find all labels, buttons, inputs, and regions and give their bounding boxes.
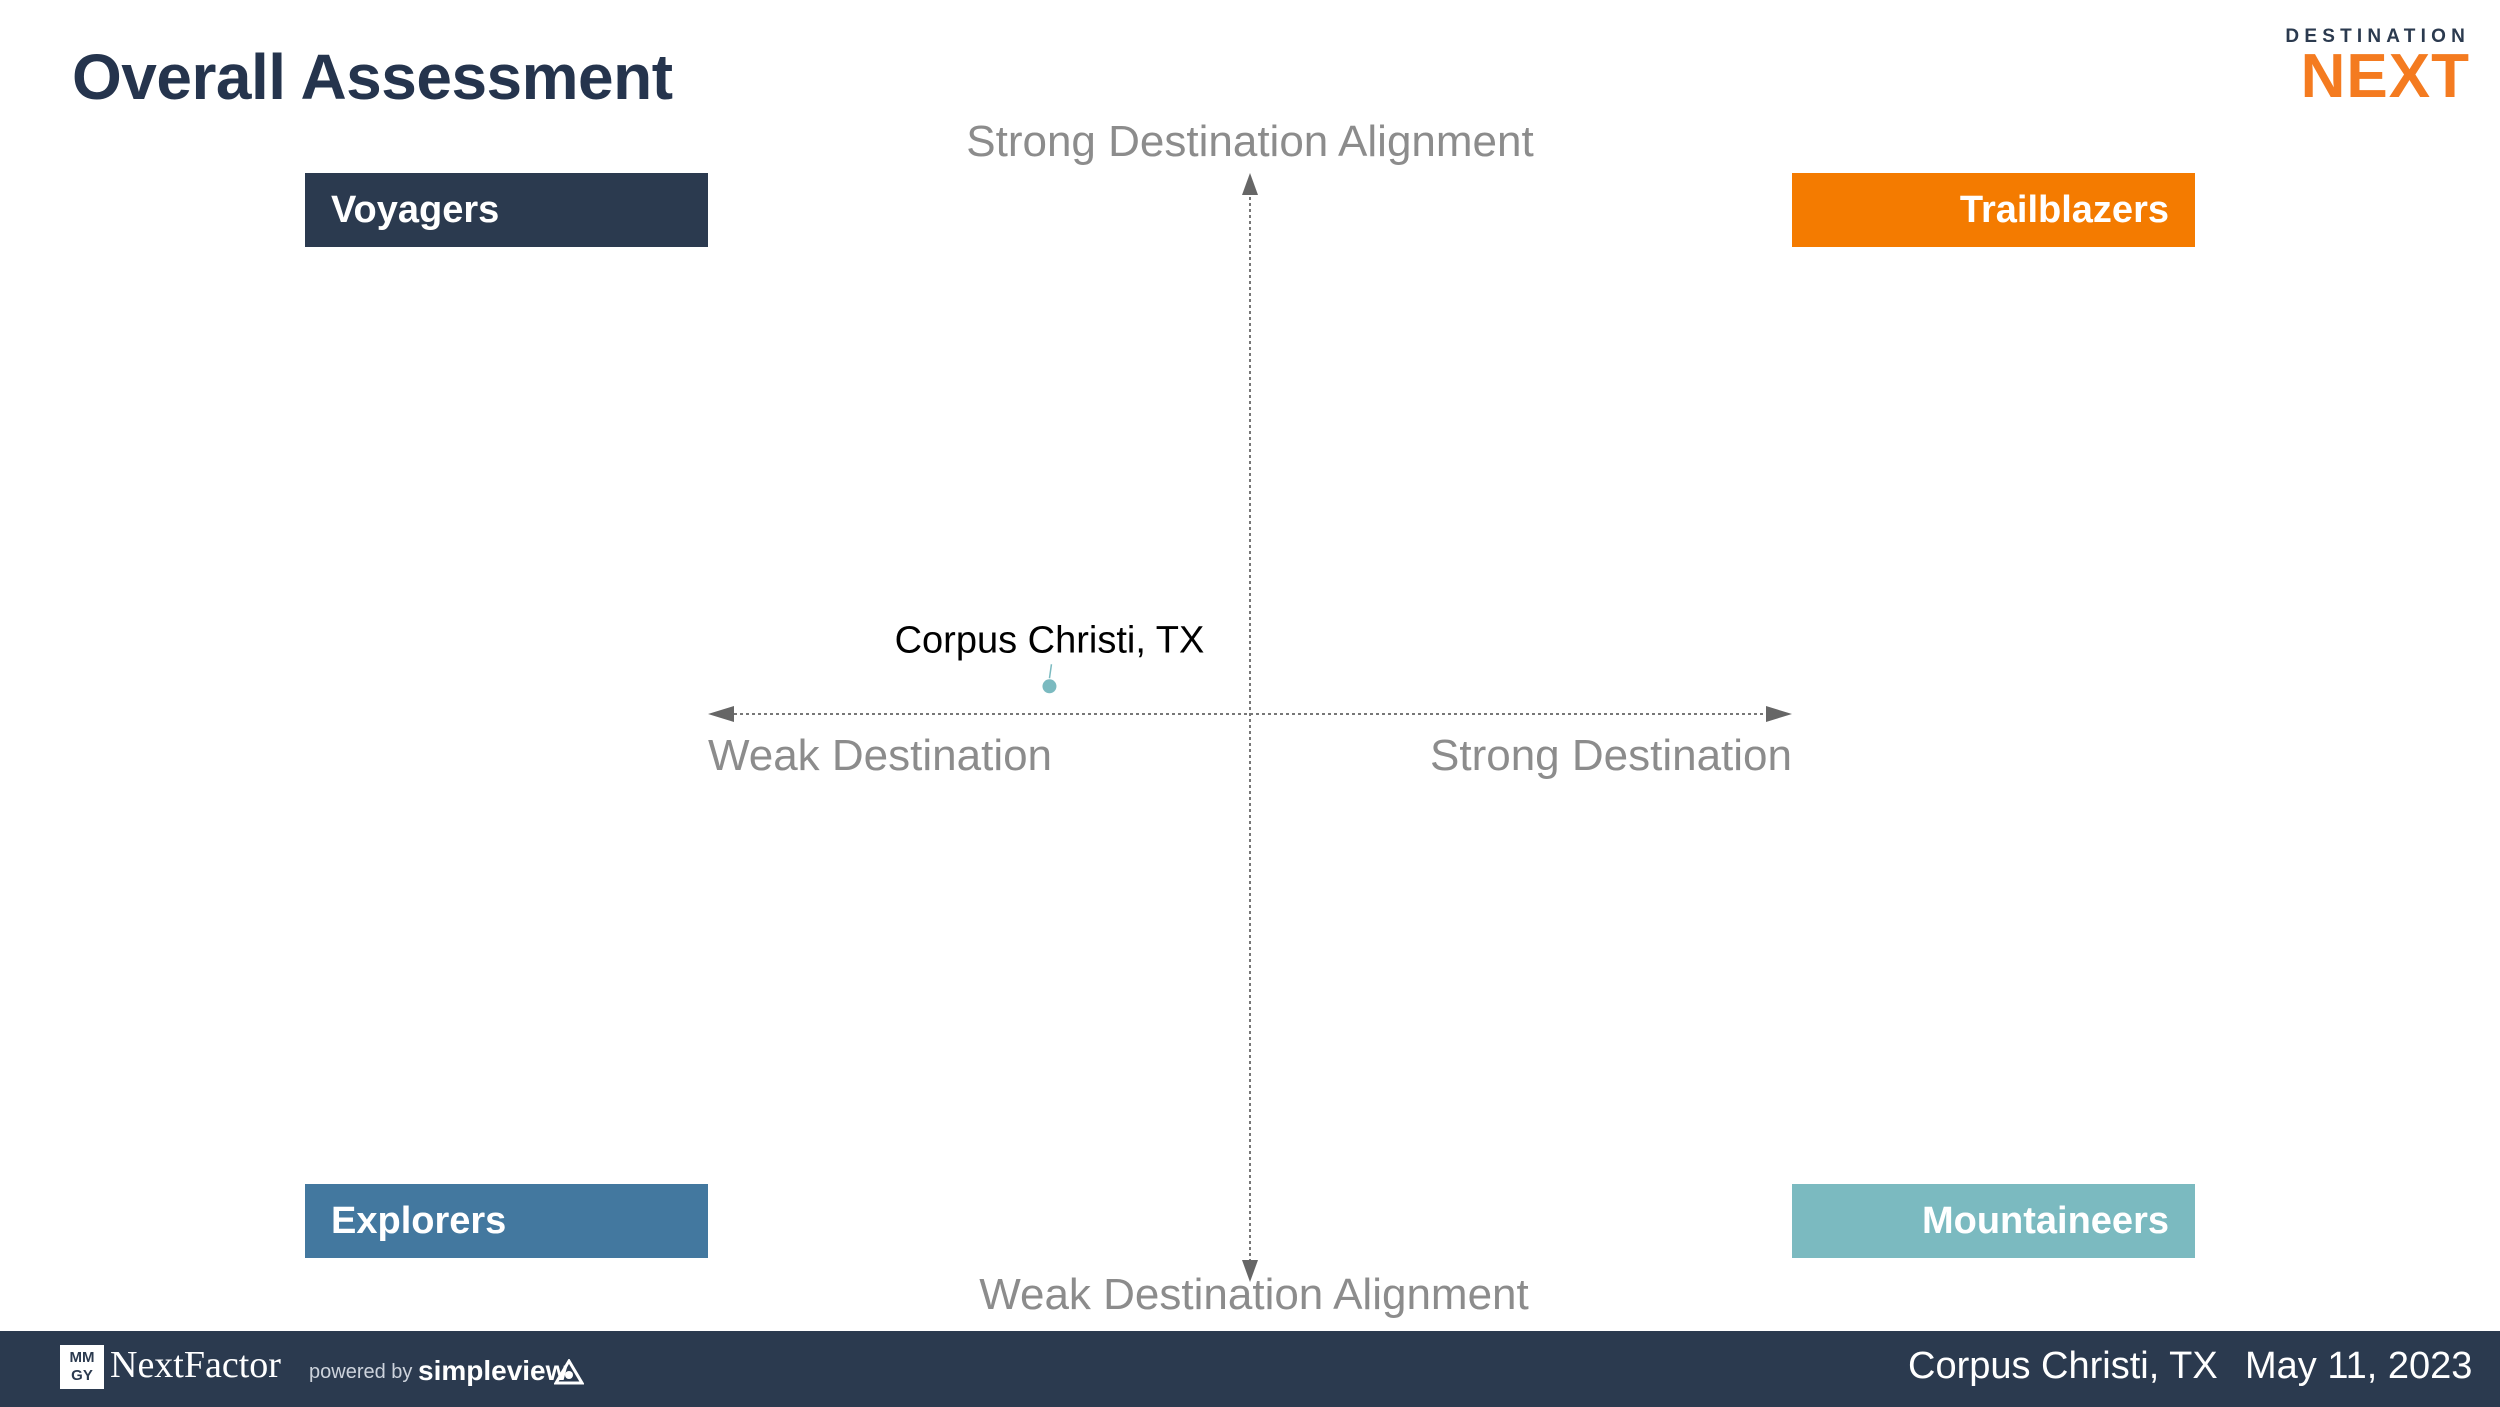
x-axis-right-arrow <box>1766 706 1792 722</box>
data-points: Corpus Christi, TX <box>895 619 1205 694</box>
y-axis-up-arrow <box>1242 173 1258 195</box>
powered-by-text: powered by <box>309 1361 413 1383</box>
axis-label-left: Weak Destination <box>708 731 1052 780</box>
footer-brand: NextFactor <box>110 1344 281 1386</box>
logo-main-text: NEXT <box>2300 42 2470 111</box>
x-axis-left-arrow <box>708 706 734 722</box>
partner-name: simpleview <box>418 1355 568 1386</box>
quadrant-label-trailblazers: Trailblazers <box>1792 173 2195 247</box>
simpleview-triangle-icon <box>554 1359 584 1385</box>
data-point-label: Corpus Christi, TX <box>895 619 1205 661</box>
data-point-leader <box>1048 664 1053 679</box>
axis-label-bottom: Weak Destination Alignment <box>979 1270 1528 1319</box>
axis-label-top: Strong Destination Alignment <box>966 117 1533 166</box>
quadrant-label-mountaineers: Mountaineers <box>1792 1184 2195 1258</box>
page-title: Overall Assessment <box>72 41 673 113</box>
footer-date: May 11, 2023 <box>2245 1345 2473 1387</box>
logo-top-text: DESTINATION <box>2285 26 2470 47</box>
quadrant-label-explorers: Explorers <box>305 1184 708 1258</box>
data-point <box>1042 679 1057 694</box>
y-axis-down-arrow <box>1242 1260 1258 1282</box>
footer-bar: MM GY NextFactor powered by simpleview C… <box>0 1331 2500 1407</box>
axis-label-right: Strong Destination <box>1430 731 1792 780</box>
quadrant-chart: Strong Destination Alignment Weak Destin… <box>708 117 1792 1319</box>
footer-location: Corpus Christi, TX <box>1908 1345 2218 1387</box>
quadrant-label-voyagers: Voyagers <box>305 173 708 247</box>
destination-next-logo: DESTINATION NEXT <box>2280 26 2470 111</box>
mmgy-badge: MM GY <box>60 1345 104 1389</box>
